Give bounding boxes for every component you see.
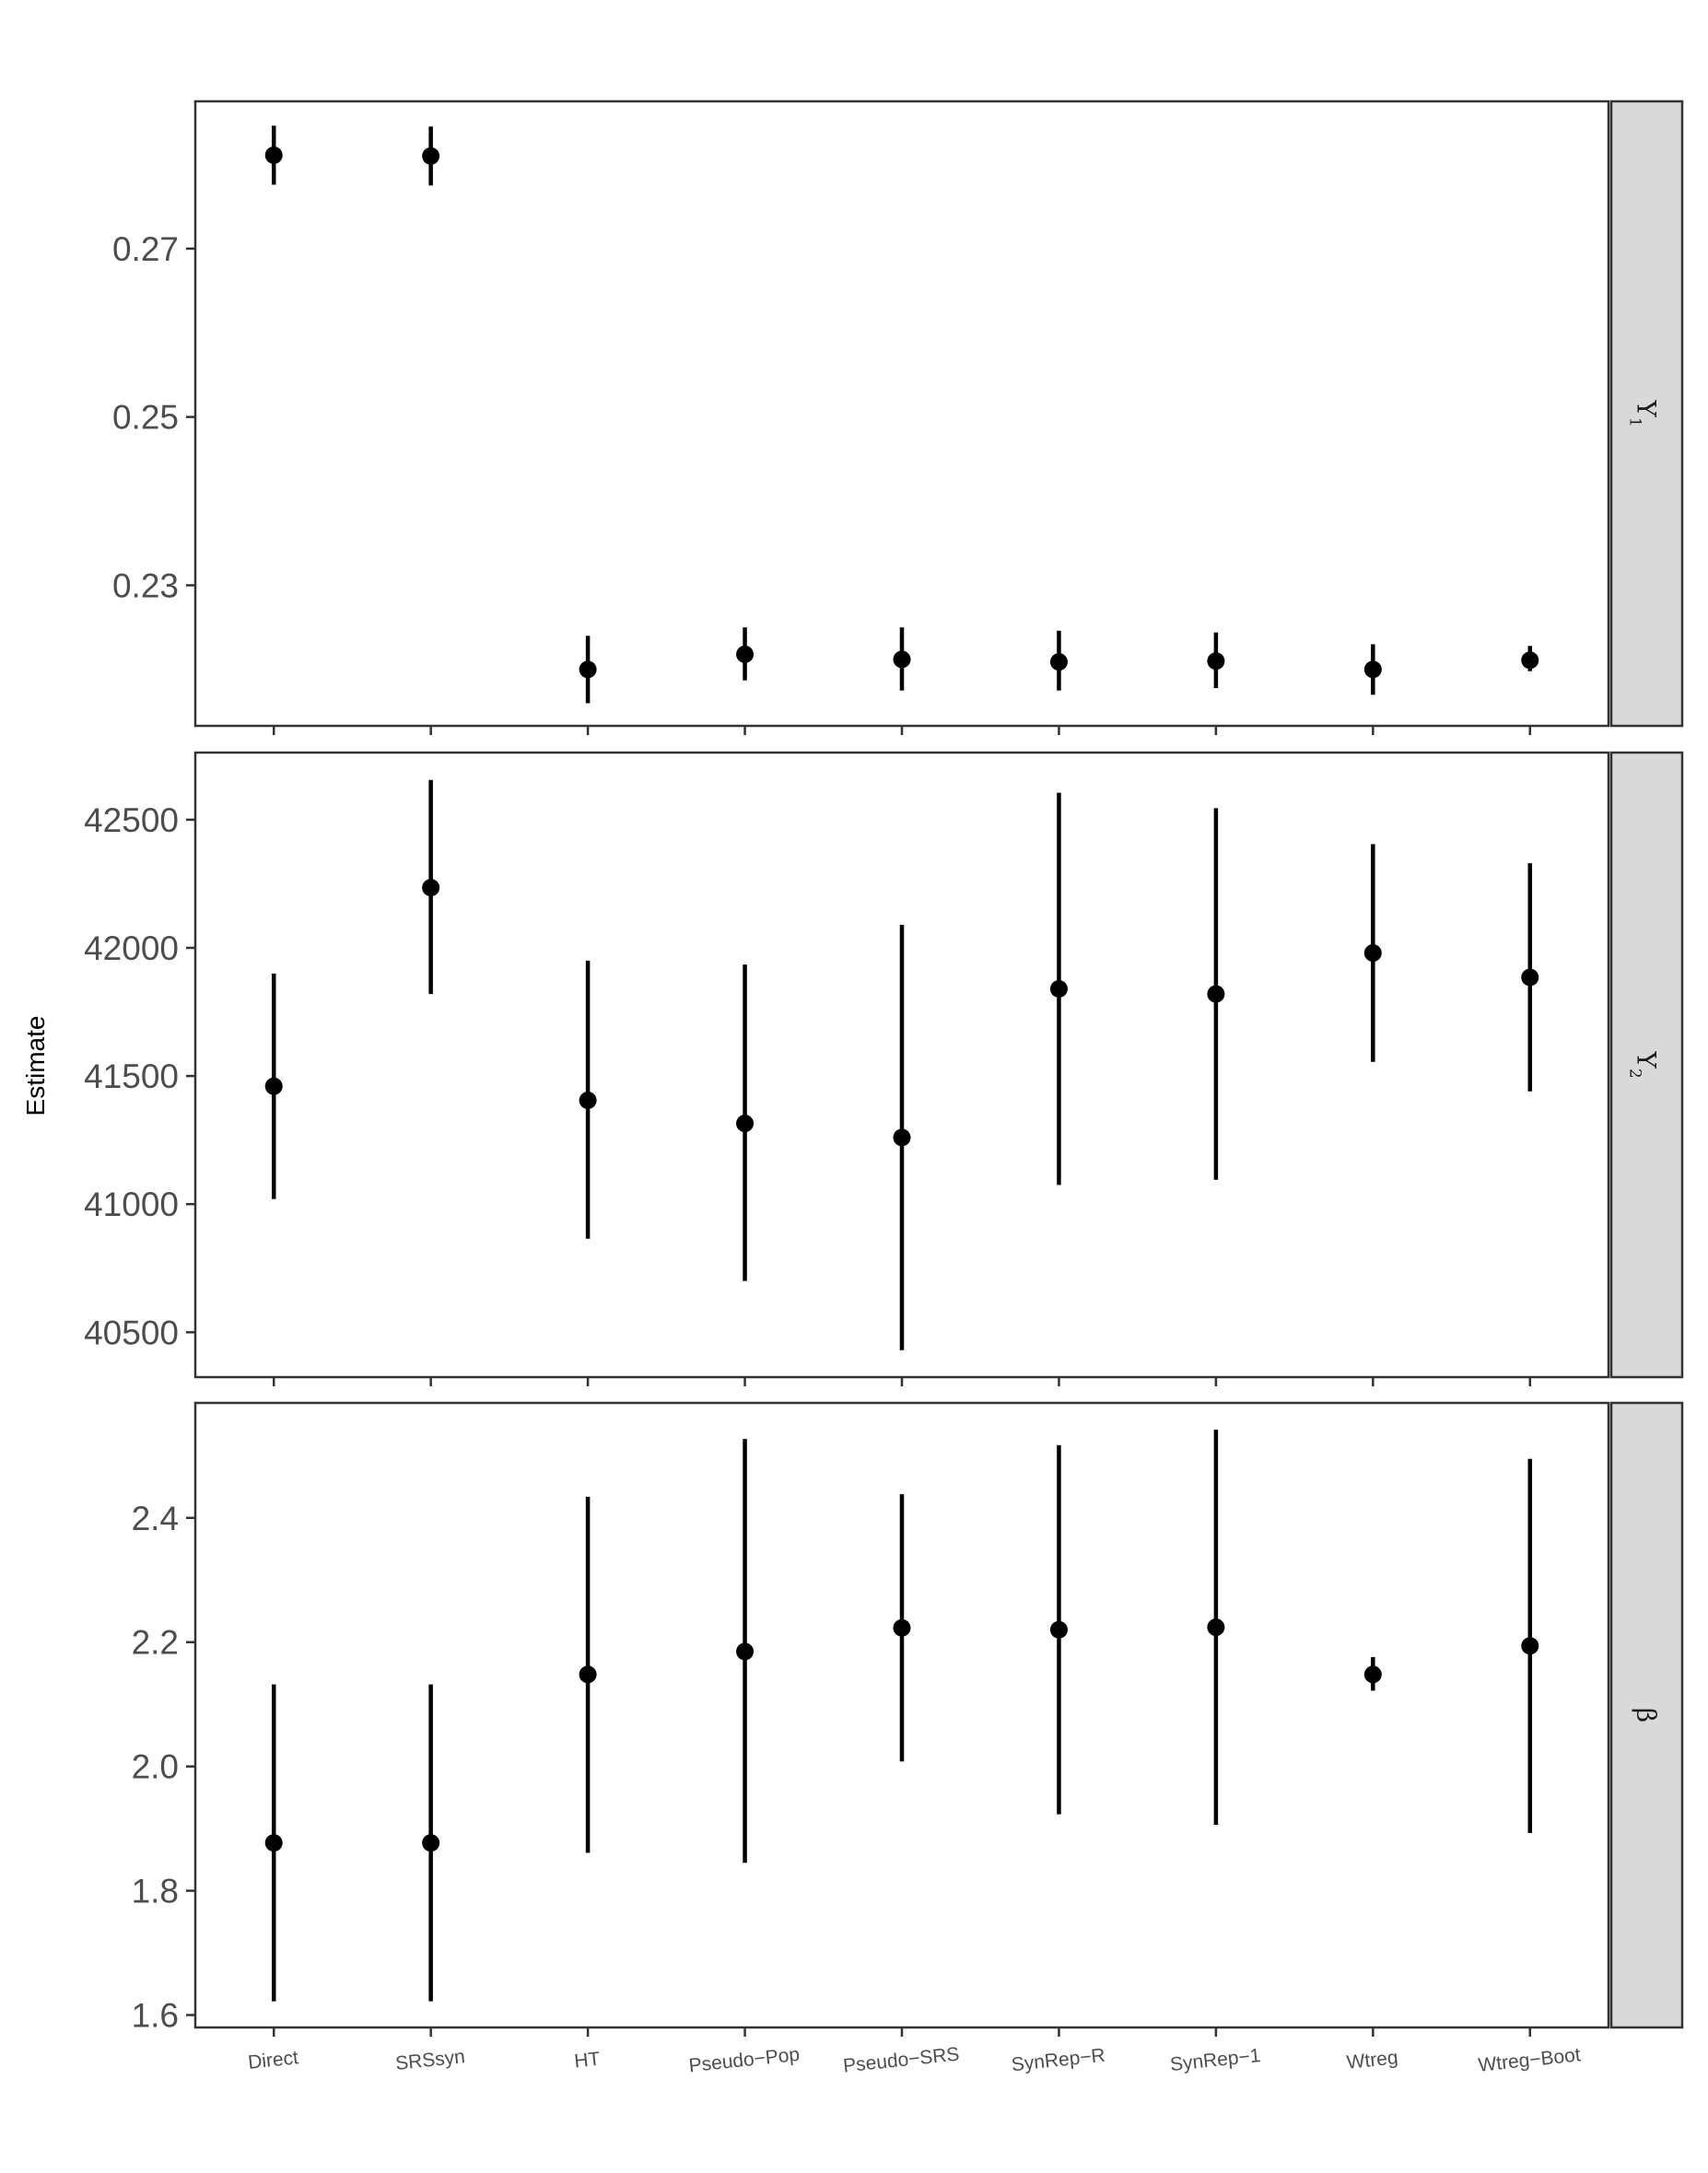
facet-strip xyxy=(1609,751,1684,1379)
y-tick-label: 41500 xyxy=(84,1057,179,1095)
point-Pseudo−SRS xyxy=(893,1128,911,1147)
y-tick-label: 0.25 xyxy=(112,399,179,437)
facet-strip-label: Y1 xyxy=(1626,399,1662,426)
point-Direct xyxy=(264,1077,283,1095)
point-SynRep−R xyxy=(1049,653,1068,672)
point-SRSsyn xyxy=(422,146,440,165)
point-SynRep−R xyxy=(1049,1620,1068,1639)
facet-strip xyxy=(1609,1401,1684,2029)
point-HT xyxy=(579,1665,597,1684)
point-Pseudo−Pop xyxy=(736,645,755,663)
point-SRSsyn xyxy=(422,1834,440,1852)
facet-strip-label: Y2 xyxy=(1626,1050,1662,1078)
facet-strip-label: β xyxy=(1632,1708,1662,1723)
x-tick-label: Wtreg−Boot xyxy=(1477,2044,1581,2076)
point-Direct xyxy=(264,1834,283,1852)
point-SynRep−R xyxy=(1049,980,1068,999)
point-Wtreg xyxy=(1363,660,1382,679)
point-HT xyxy=(579,660,597,679)
y-tick-label: 41000 xyxy=(84,1186,179,1223)
facet-strip-subscript: 1 xyxy=(1626,417,1644,427)
facet-panel-1: Y1 0.23 0.25 0.27 xyxy=(112,99,1684,735)
point-SynRep−1 xyxy=(1207,985,1225,1003)
y-axis-title: Estimate xyxy=(21,1016,50,1116)
x-tick-label: SynRep−R xyxy=(1011,2045,1106,2076)
y-tick-label: 40500 xyxy=(84,1314,179,1351)
y-tick-label: 1.8 xyxy=(132,1873,179,1910)
point-SRSsyn xyxy=(422,879,440,897)
y-tick-label: 1.6 xyxy=(132,1997,179,2035)
facet-strip xyxy=(1609,99,1684,728)
x-tick-label: HT xyxy=(573,2049,601,2073)
x-tick-label: Pseudo−SRS xyxy=(842,2043,960,2076)
point-Wtreg−Boot xyxy=(1521,651,1539,670)
x-tick-label: SynRep−1 xyxy=(1169,2045,1262,2075)
panel-border xyxy=(193,99,1610,728)
y-tick-label: 2.0 xyxy=(132,1748,179,1786)
facet-panel-3: β 1.6 1.8 2.0 2.2 2.4 xyxy=(132,1401,1684,2037)
y-tick-label: 0.27 xyxy=(112,230,179,268)
point-SynRep−1 xyxy=(1207,652,1225,671)
facet-strip-main: Y xyxy=(1632,399,1662,417)
facet-strip-main: Y xyxy=(1632,1050,1662,1069)
x-tick-label: Pseudo−Pop xyxy=(688,2044,801,2077)
point-Pseudo−Pop xyxy=(736,1115,755,1133)
point-Wtreg−Boot xyxy=(1521,968,1539,987)
point-Wtreg−Boot xyxy=(1521,1637,1539,1655)
point-HT xyxy=(579,1092,597,1110)
point-Direct xyxy=(264,146,283,164)
facet-strip-subscript: 2 xyxy=(1626,1069,1644,1079)
y-tick-label: 2.4 xyxy=(132,1500,179,1537)
point-Wtreg xyxy=(1363,1665,1382,1684)
facet-panel-2: Y2 40500 41000 41500 42000 42500 xyxy=(84,751,1684,1386)
point-Pseudo−SRS xyxy=(893,650,911,669)
facet-strip-main: β xyxy=(1632,1708,1662,1723)
point-SynRep−1 xyxy=(1207,1618,1225,1637)
point-Pseudo−Pop xyxy=(736,1642,755,1661)
y-tick-label: 42500 xyxy=(84,801,179,839)
y-tick-label: 0.23 xyxy=(112,567,179,604)
point-Wtreg xyxy=(1363,944,1382,963)
x-tick-label: Direct xyxy=(247,2047,299,2074)
point-Pseudo−SRS xyxy=(893,1618,911,1637)
x-tick-label: SRSsyn xyxy=(394,2046,466,2074)
x-tick-label: Wtreg xyxy=(1346,2047,1399,2074)
y-tick-label: 42000 xyxy=(84,929,179,967)
y-tick-label: 2.2 xyxy=(132,1624,179,1662)
